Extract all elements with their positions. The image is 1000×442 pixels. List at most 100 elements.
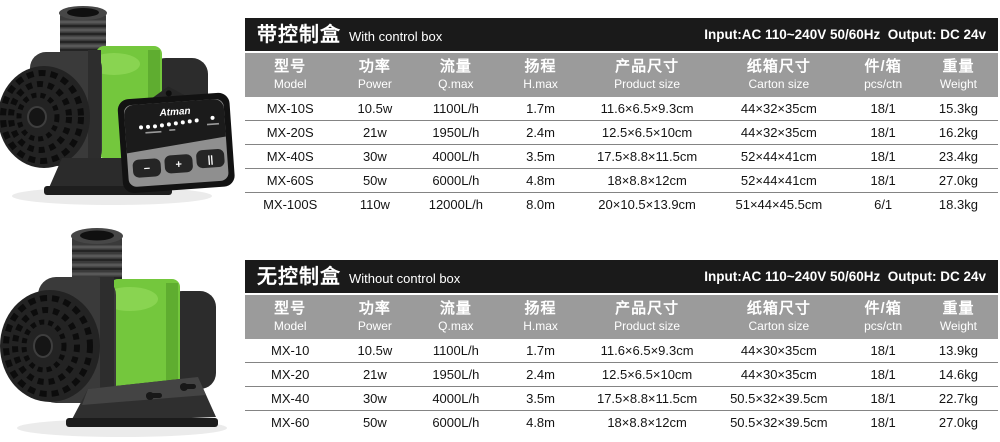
table-cell: 18/1 — [870, 343, 896, 358]
column-header: 型号 Model — [273, 58, 307, 92]
table-cell: 44×30×35cm — [710, 362, 848, 387]
table-cell: 17.5×8.8×11.5cm — [583, 386, 711, 411]
table-title-bar: 带控制盒 With control box Input:AC 110~240V … — [245, 18, 998, 51]
table-cell: 12.5×6.5×10cm — [583, 362, 711, 387]
table-title-bar: 无控制盒 Without control box Input:AC 110~24… — [245, 260, 998, 293]
table-cell: 18/1 — [847, 410, 919, 434]
table-row: MX-20S 21w 1950L/h 2.4m 12.5×6.5×10cm 44×32×3… — [245, 120, 998, 145]
pump-strainer — [0, 290, 100, 402]
table-title-en: Without control box — [349, 270, 461, 286]
table-cell: 22.7kg — [918, 386, 998, 411]
table-cell: 1100L/h — [432, 343, 479, 358]
minus-button[interactable]: − — [132, 158, 162, 178]
table-cell: 3.5m — [497, 386, 584, 411]
pause-button[interactable]: || — [196, 149, 225, 169]
table-cell: MX-100S — [245, 192, 336, 216]
plus-button[interactable]: + — [164, 154, 193, 174]
table-cell: 18/1 — [847, 386, 919, 411]
spec-section-without-control-box: 无控制盒 Without control box Input:AC 110~24… — [245, 260, 998, 434]
table-cell: 2.4m — [497, 362, 584, 387]
table-row: MX-40S 30w 4000L/h 3.5m 17.5×8.8×11.5cm 52×44… — [245, 144, 998, 169]
table-cell: MX-20 — [245, 362, 336, 387]
pump-without-controller-image — [0, 228, 227, 437]
table-cell: 21w — [335, 362, 415, 387]
keyhole-slots — [146, 383, 196, 400]
table-cell: 8.0m — [497, 192, 584, 216]
column-header: 流量 Q.max — [438, 300, 474, 334]
table-cell: 1100L/h — [432, 101, 479, 116]
column-header: 流量 Q.max — [438, 58, 474, 92]
table-body: MX-10S 10.5w 1100L/h 1.7m 11.6×6.5×9.3cm 44×3… — [245, 97, 998, 216]
table-cell: 1950L/h — [414, 120, 498, 145]
pump-base — [66, 377, 218, 427]
table-cell: MX-60 — [245, 410, 336, 434]
table-cell: 13.9kg — [938, 343, 978, 358]
table-cell: 12000L/h — [414, 192, 498, 216]
power-spec-note: Input:AC 110~240V 50/60Hz Output: DC 24v — [704, 268, 986, 284]
table-cell: 51×44×45.5cm — [710, 192, 848, 216]
table-row: MX-40 30w 4000L/h 3.5m 17.5×8.8×11.5cm 50.5×3… — [245, 386, 998, 411]
plus-icon: + — [175, 159, 182, 171]
table-cell: 6/1 — [847, 192, 919, 216]
table-row: MX-60S 50w 6000L/h 4.8m 18×8.8×12cm 52×44×41c… — [245, 168, 998, 193]
column-header: 扬程 H.max — [523, 58, 558, 92]
minus-icon: − — [143, 163, 150, 175]
table-body: MX-10 10.5w 1100L/h 1.7m 11.6×6.5×9.3cm 44×30… — [245, 339, 998, 434]
table-cell: 10.5w — [357, 343, 393, 358]
header-row: 型号 Model 功率 Power 流量 Q.max 扬程 H.max 产品尺寸 Product … — [245, 53, 998, 97]
table-row: MX-60 50w 6000L/h 4.8m 18×8.8×12cm 50.5×32×39… — [245, 410, 998, 434]
column-header: 纸箱尺寸 Carton size — [746, 300, 811, 334]
table-title-cn: 无控制盒 — [257, 265, 341, 288]
table-cell: 18×8.8×12cm — [583, 410, 711, 434]
column-header: 产品尺寸 Product size — [614, 300, 681, 334]
table-cell: MX-40S — [245, 144, 336, 169]
column-header: 型号 Model — [273, 300, 307, 334]
table-cell: 4.8m — [497, 410, 584, 434]
table-cell: 52×44×41cm — [710, 144, 848, 169]
table-cell: 15.3kg — [938, 101, 978, 116]
table-cell: 50.5×32×39.5cm — [710, 386, 848, 411]
column-header: 件/箱 pcs/ctn — [864, 300, 903, 334]
table-cell: 18/1 — [870, 101, 896, 116]
spec-section-with-control-box: 带控制盒 With control box Input:AC 110~240V … — [245, 18, 998, 216]
column-header: 扬程 H.max — [523, 300, 558, 334]
table-cell: 2.4m — [497, 120, 584, 145]
column-header: 功率 Power — [357, 58, 392, 92]
power-spec-note: Input:AC 110~240V 50/60Hz Output: DC 24v — [704, 26, 986, 42]
spec-tables-column: 带控制盒 With control box Input:AC 110~240V … — [245, 18, 998, 434]
table-cell: 44×32×35cm — [710, 120, 848, 145]
led-indicator-dots — [139, 115, 215, 130]
table-cell: 17.5×8.8×11.5cm — [583, 144, 711, 169]
pump-with-controller-image: Atman − + || — [0, 6, 235, 205]
spec-table: 型号 Model 功率 Power 流量 Q.max 扬程 H.max 产品尺寸 Product … — [245, 295, 998, 434]
pump-strainer — [0, 66, 90, 168]
table-cell: 18/1 — [847, 362, 919, 387]
table-row: MX-100S 110w 12000L/h 8.0m 20×10.5×13.9cm 51×… — [245, 192, 998, 216]
table-cell: MX-10S — [266, 101, 314, 116]
table-title-en: With control box — [349, 28, 443, 44]
table-cell: 6000L/h — [414, 410, 498, 434]
table-cell: 11.6×6.5×9.3cm — [600, 101, 694, 116]
column-header: 重量 Weight — [939, 58, 978, 92]
table-cell: MX-10 — [271, 343, 310, 358]
table-cell: 4000L/h — [414, 386, 498, 411]
table-cell: 30w — [335, 386, 415, 411]
table-cell: 27.0kg — [918, 410, 998, 434]
table-cell: 18/1 — [847, 144, 919, 169]
table-cell: 50w — [335, 168, 415, 193]
table-cell: 18×8.8×12cm — [583, 168, 711, 193]
table-cell: MX-40 — [245, 386, 336, 411]
column-header: 重量 Weight — [939, 300, 978, 334]
column-header: 产品尺寸 Product size — [614, 58, 681, 92]
table-cell: 3.5m — [497, 144, 584, 169]
table-cell: 20×10.5×13.9cm — [583, 192, 711, 216]
header-row: 型号 Model 功率 Power 流量 Q.max 扬程 H.max 产品尺寸 Product … — [245, 295, 998, 339]
table-cell: 44×32×35cm — [740, 101, 817, 116]
table-cell: 30w — [335, 144, 415, 169]
table-cell: 11.6×6.5×9.3cm — [600, 343, 694, 358]
spec-table: 型号 Model 功率 Power 流量 Q.max 扬程 H.max 产品尺寸 Product … — [245, 53, 998, 216]
table-cell: 18.3kg — [918, 192, 998, 216]
pause-icon: || — [207, 154, 214, 165]
table-cell: 110w — [335, 192, 415, 216]
table-cell: 14.6kg — [918, 362, 998, 387]
